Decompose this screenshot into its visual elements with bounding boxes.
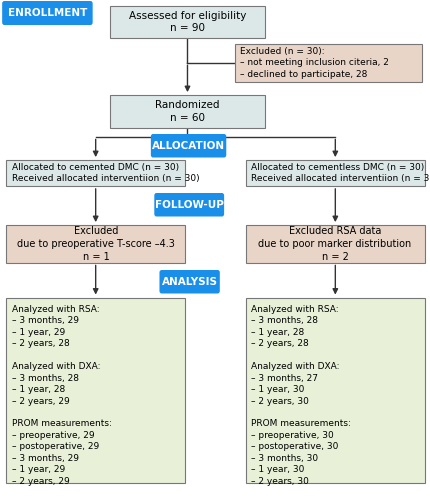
FancyBboxPatch shape — [110, 6, 264, 38]
FancyBboxPatch shape — [245, 298, 424, 482]
FancyBboxPatch shape — [150, 134, 226, 158]
Text: Excluded (n = 30):
– not meeting inclusion citeria, 2
– declined to participate,: Excluded (n = 30): – not meeting inclusi… — [240, 47, 388, 78]
FancyBboxPatch shape — [6, 160, 185, 186]
FancyBboxPatch shape — [245, 225, 424, 262]
Text: Analyzed with RSA:
– 3 months, 28
– 1 year, 28
– 2 years, 28

Analyzed with DXA:: Analyzed with RSA: – 3 months, 28 – 1 ye… — [250, 305, 350, 486]
Text: ANALYSIS: ANALYSIS — [161, 277, 217, 287]
Text: FOLLOW-UP: FOLLOW-UP — [154, 200, 223, 210]
Text: Randomized
n = 60: Randomized n = 60 — [155, 100, 219, 122]
FancyBboxPatch shape — [159, 270, 219, 293]
Text: Excluded
due to preoperative T-score –4.3
n = 1: Excluded due to preoperative T-score –4.… — [17, 226, 175, 262]
Text: Allocated to cemented DMC (n = 30)
Received allocated interventiion (n = 30): Allocated to cemented DMC (n = 30) Recei… — [12, 163, 199, 183]
Text: Excluded RSA data
due to poor marker distribution
n = 2: Excluded RSA data due to poor marker dis… — [258, 226, 411, 262]
Text: Analyzed with RSA:
– 3 months, 29
– 1 year, 29
– 2 years, 28

Analyzed with DXA:: Analyzed with RSA: – 3 months, 29 – 1 ye… — [12, 305, 111, 486]
FancyBboxPatch shape — [234, 44, 421, 82]
FancyBboxPatch shape — [2, 1, 92, 25]
Text: ALLOCATION: ALLOCATION — [152, 141, 224, 151]
FancyBboxPatch shape — [110, 95, 264, 128]
Text: Assessed for eligibility
n = 90: Assessed for eligibility n = 90 — [129, 10, 246, 34]
FancyBboxPatch shape — [154, 193, 224, 216]
Text: ENROLLMENT: ENROLLMENT — [8, 8, 87, 18]
FancyBboxPatch shape — [245, 160, 424, 186]
FancyBboxPatch shape — [6, 225, 185, 262]
Text: Allocated to cementless DMC (n = 30)
Received allocated interventiion (n = 30): Allocated to cementless DMC (n = 30) Rec… — [250, 163, 430, 183]
FancyBboxPatch shape — [6, 298, 185, 482]
